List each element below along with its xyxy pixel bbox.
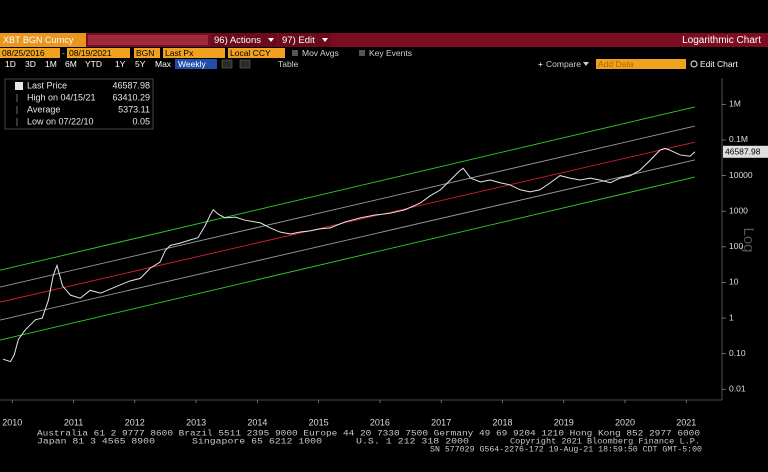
key-events[interactable]: Key Events [369, 48, 412, 58]
footer-line: U.S. 1 212 318 2000 [356, 436, 469, 446]
add-data-input[interactable] [596, 59, 686, 69]
compare[interactable]: Compare [546, 59, 581, 69]
channel-line [0, 176, 695, 341]
y-axis-title: Log [740, 227, 757, 252]
legend-swatch [15, 82, 23, 90]
period-box[interactable] [175, 59, 217, 69]
x-tick-label: 2012 [125, 417, 145, 427]
range-button[interactable]: 5Y [135, 59, 146, 69]
source: BGN [136, 48, 154, 58]
checkbox[interactable] [359, 50, 365, 56]
y-tick-label: 0.1M [729, 134, 748, 144]
x-tick-label: 2013 [186, 417, 206, 427]
y-tick-label: 10000 [729, 170, 753, 180]
legend-value: 46587.98 [112, 80, 150, 90]
x-tick-label: 2018 [492, 417, 512, 427]
legend-value: 63410.29 [112, 92, 150, 102]
y-tick-label: 0.10 [729, 348, 746, 358]
legend-label: Low on 07/22/10 [27, 116, 94, 126]
range-button[interactable]: YTD [85, 59, 102, 69]
dropdown-icon [583, 62, 589, 66]
footer-line: Australia 61 2 9777 8600 Brazil 5511 239… [37, 428, 700, 438]
dropdown-icon [322, 38, 328, 42]
start-date: 08/25/2016 [2, 48, 45, 58]
channel-line [0, 106, 695, 271]
y-tick-label: 1000 [729, 205, 748, 215]
edit-button[interactable] [279, 33, 331, 47]
last-value-label: 46587.98 [725, 147, 761, 157]
actions: 96) Actions [214, 35, 261, 46]
chart-kind: Logarithmic Chart [682, 35, 761, 46]
legend-value: 0.05 [132, 116, 150, 126]
security-box[interactable] [0, 33, 86, 47]
add-data: Add Data [598, 59, 634, 69]
channel-line [0, 159, 695, 321]
legend-value: 5373.11 [118, 104, 150, 114]
legend-box [4, 78, 154, 130]
last-value-flag [723, 145, 768, 158]
currency: Local CCY [230, 48, 271, 58]
footer-line: SN 577029 G564-2276-172 19-Aug-21 18:59:… [430, 444, 702, 454]
channel-line [0, 141, 695, 303]
range-button[interactable]: 6M [65, 59, 77, 69]
range-button[interactable]: 3D [25, 59, 36, 69]
legend-label: Last Price [27, 80, 67, 90]
obscured-menu [88, 35, 208, 45]
end-date: 08/19/2021 [69, 48, 112, 58]
price-line [2, 147, 696, 363]
plus-icon: + [538, 59, 543, 69]
x-tick-label: 2016 [370, 417, 390, 427]
period: Weekly [178, 59, 206, 69]
start-date-input[interactable] [0, 48, 60, 58]
date-separator: - [62, 48, 65, 58]
x-tick-label: 2010 [2, 417, 22, 427]
y-tick-label: 1M [729, 99, 741, 109]
range-button[interactable]: 1D [5, 59, 16, 69]
security: XBT BGN Curncy [3, 35, 74, 45]
y-tick-label: 100 [729, 241, 743, 251]
y-tick-label: 0.01 [729, 384, 746, 394]
source-input[interactable] [134, 48, 160, 58]
range-button[interactable]: Max [155, 59, 172, 69]
footer-line: Singapore 65 6212 1000 [192, 436, 322, 446]
dropdown-icon [268, 38, 274, 42]
chart-type-icon[interactable] [239, 59, 251, 69]
plot-area: 1M 0.1M 10000 1000 100 10 1 0.10 0.01 2010 2011 201… [0, 99, 768, 427]
x-tick-label: 2011 [64, 417, 83, 427]
range-buttons: 1D 3D 1M 6M YTD 1Y 5Y Max [5, 59, 172, 69]
field: Last Px [165, 48, 194, 58]
currency-input[interactable] [228, 48, 285, 58]
checkbox[interactable] [292, 50, 298, 56]
table[interactable]: Table [278, 59, 299, 69]
legend-label: High on 04/15/21 [27, 92, 96, 102]
edit: 97) Edit [282, 35, 315, 46]
x-tick-label: 2019 [554, 417, 574, 427]
legend: Last Price 46587.98 High on 04/15/21 63410.… [15, 80, 150, 126]
x-tick-label: 2015 [309, 417, 329, 427]
range-button[interactable]: 1M [45, 59, 57, 69]
settings-icon[interactable] [690, 60, 698, 68]
y-tick-label: 10 [729, 277, 739, 287]
channel-line [0, 125, 695, 288]
footer-line: Copyright 2021 Bloomberg Finance L.P. [510, 436, 700, 446]
range-button[interactable]: 1Y [115, 59, 126, 69]
chart-type-icon[interactable] [221, 59, 233, 69]
x-tick-label: 2017 [431, 417, 451, 427]
end-date-input[interactable] [67, 48, 130, 58]
x-tick-label: 2014 [247, 417, 267, 427]
x-tick-label: 2021 [676, 417, 696, 427]
edit-chart[interactable]: Edit Chart [700, 59, 738, 69]
footer-line: Japan 81 3 4565 8900 [37, 436, 155, 446]
x-tick-label: 2020 [615, 417, 635, 427]
field-input[interactable] [163, 48, 225, 58]
mov-avgs[interactable]: Mov Avgs [302, 48, 339, 58]
actions-button[interactable] [211, 33, 277, 47]
legend-label: Average [27, 104, 60, 114]
y-tick-label: 1 [729, 312, 734, 322]
